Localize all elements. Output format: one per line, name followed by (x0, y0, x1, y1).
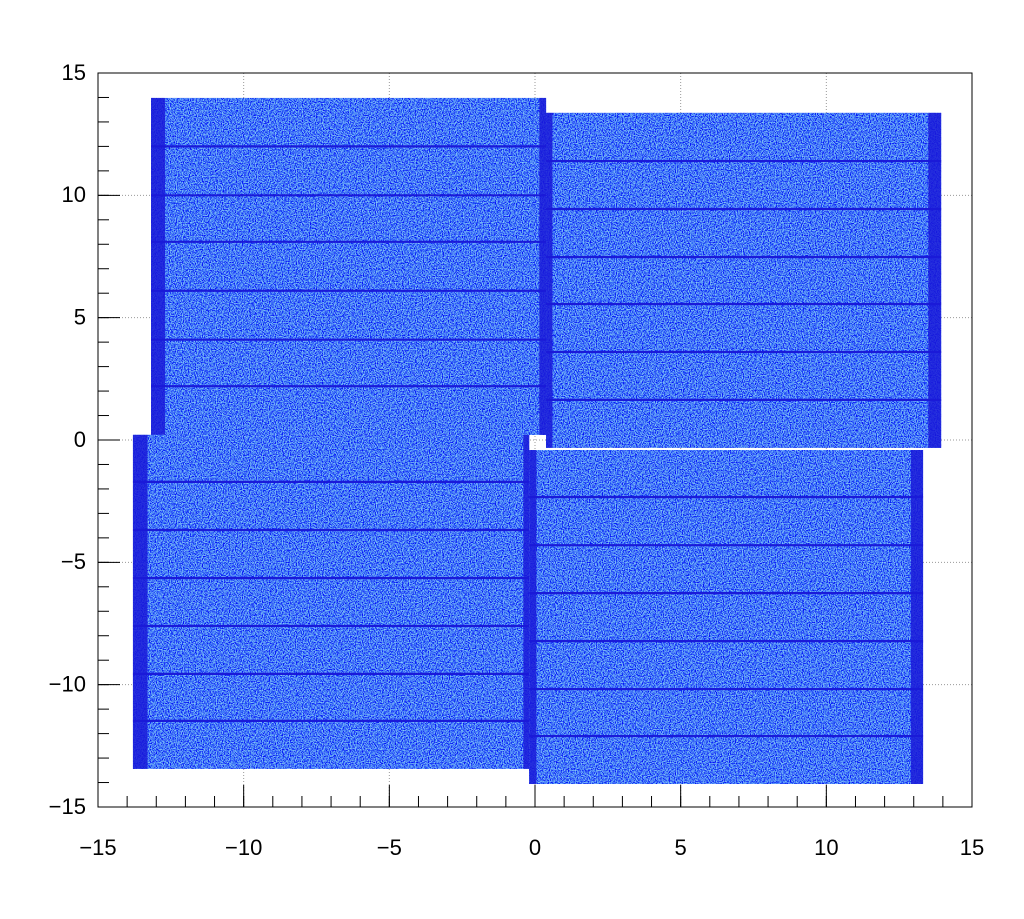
dense-strip (539, 97, 547, 435)
y-tick-label: −5 (61, 549, 86, 574)
x-tick-label: −5 (377, 835, 402, 860)
dense-strip (523, 434, 530, 769)
y-tick-label: 10 (62, 182, 86, 207)
y-tick-label: −15 (49, 794, 86, 819)
x-tick-label: 5 (675, 835, 687, 860)
dense-strip (151, 97, 166, 435)
x-tick-label: −10 (225, 835, 262, 860)
region-speckle (132, 434, 530, 769)
y-tick-label: 5 (74, 304, 86, 329)
dense-strip (529, 450, 537, 785)
dense-strip (928, 112, 942, 448)
x-tick-label: −15 (79, 835, 116, 860)
region-speckle (529, 450, 924, 785)
dense-strip (910, 450, 924, 785)
x-tick-label: 15 (960, 835, 984, 860)
dense-strip (132, 434, 148, 769)
x-tick-label: 10 (814, 835, 838, 860)
region-speckle (546, 112, 942, 448)
y-tick-label: −10 (49, 671, 86, 696)
y-tick-label: 0 (74, 427, 86, 452)
x-tick-label: 0 (529, 835, 541, 860)
region-speckle (151, 97, 547, 435)
y-tick-label: 15 (62, 60, 86, 85)
dense-strip (546, 112, 553, 448)
